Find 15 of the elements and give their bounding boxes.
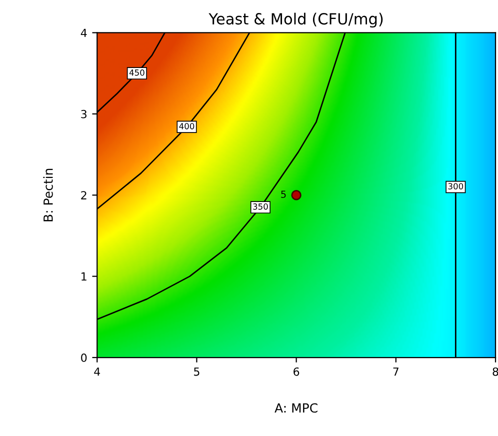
x-tick-label: 6 xyxy=(294,367,300,376)
point xyxy=(291,190,302,200)
x-axis-title: A: MPC xyxy=(274,403,318,413)
y-tick-label: 1 xyxy=(82,272,86,281)
x-tick-label: 7 xyxy=(393,368,398,376)
y-tick-label: 3 xyxy=(81,110,86,118)
x-tick-label: 5 xyxy=(194,368,200,376)
annotation: 5 xyxy=(281,190,286,198)
chart-title: Yeast & Mold (CFU/mg) xyxy=(208,12,383,28)
x-tick-label: 8 xyxy=(492,367,498,376)
x-tick-label: 4 xyxy=(94,368,100,376)
y-axis-title: B: Pectin xyxy=(43,168,53,222)
y-tick-label: 2 xyxy=(81,191,86,200)
y-tick-label: 4 xyxy=(80,28,87,37)
y-tick-label: 0 xyxy=(81,353,87,362)
